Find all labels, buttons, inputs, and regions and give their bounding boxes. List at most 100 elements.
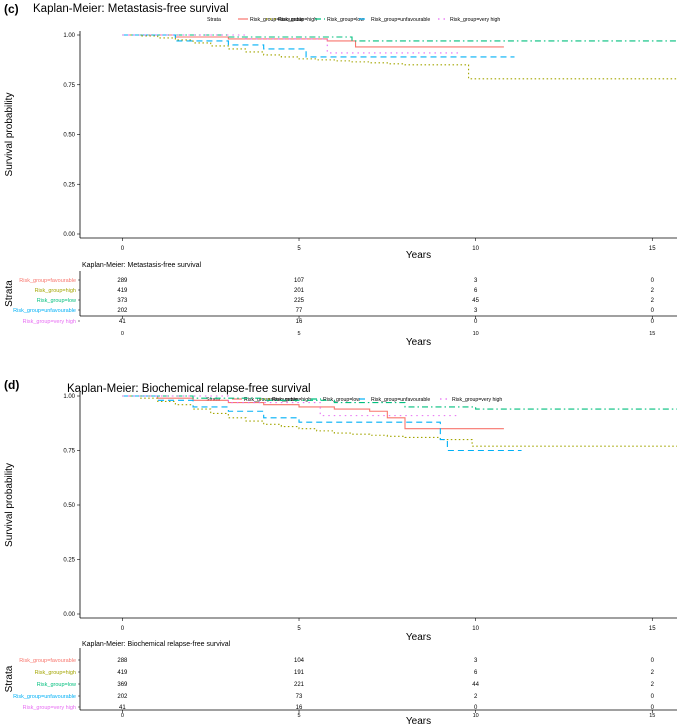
risk-row-label: Risk_group=very high xyxy=(23,705,76,711)
risk-x-tick-label: 5 xyxy=(297,713,300,719)
panel-biochemical-relapse-free: (d) Kaplan-Meier: Biochemical relapse-fre… xyxy=(4,378,677,727)
risk-cell: 2 xyxy=(474,694,478,700)
risk-cell: 0 xyxy=(651,278,655,284)
legend-label-2: Risk_group=high xyxy=(272,397,311,403)
x-tick-label: 15 xyxy=(649,246,656,252)
chart-title: Kaplan-Meier: Biochemical relapse-free s… xyxy=(67,383,311,395)
risk-cell: 373 xyxy=(117,298,128,304)
x-tick-label: 10 xyxy=(472,246,479,252)
curve-unfavourable xyxy=(122,395,522,452)
x-tick-label: 0 xyxy=(121,626,125,632)
risk-cell: 201 xyxy=(294,288,305,294)
risk-cell: 191 xyxy=(294,670,305,676)
legend-label-5: Risk_group=very high xyxy=(452,397,502,403)
risk-row-label: Risk_group=unfavourable xyxy=(13,694,76,700)
risk-cell: 2 xyxy=(651,288,655,294)
risk-row-label: Risk_group=low xyxy=(37,682,76,688)
risk-cell: 2 xyxy=(651,670,655,676)
legend-label-3: Risk_group=low xyxy=(323,397,360,403)
x-tick-label: 15 xyxy=(649,626,656,632)
risk-cell: 104 xyxy=(294,658,305,664)
risk-cell: 202 xyxy=(117,308,128,314)
legend-label-4: Risk_group=unfavourable xyxy=(371,397,430,403)
risk-cell: 41 xyxy=(119,319,126,325)
risk-row-label: Risk_group=very high xyxy=(23,319,76,325)
risk-x-tick-label: 0 xyxy=(121,331,124,337)
risk-cell: 16 xyxy=(296,319,303,325)
x-axis-title: Years xyxy=(406,632,431,643)
x-tick-label: 0 xyxy=(121,246,125,252)
risk-cell: 41 xyxy=(119,705,126,711)
y-tick-label: 0.50 xyxy=(63,133,75,139)
risk-x-tick-label: 10 xyxy=(473,331,479,337)
legend-label-5: Risk_group=very high xyxy=(450,17,500,23)
risk-cell: 77 xyxy=(296,308,303,314)
legend-label-1: Risk_group=favourable xyxy=(250,17,304,23)
risk-row-label: Risk_group=unfavourable xyxy=(13,308,76,314)
legend-label-4: Risk_group=unfavourable xyxy=(371,17,430,23)
risk-x-tick-label: 15 xyxy=(649,331,655,337)
risk-row-label: Risk_group=favourable xyxy=(19,278,76,284)
x-tick-label: 5 xyxy=(297,626,301,632)
risk-cell: 16 xyxy=(296,705,303,711)
risk-cell: 6 xyxy=(474,670,478,676)
risk-cell: 44 xyxy=(472,682,479,688)
risk-row-label: Risk_group=low xyxy=(37,298,76,304)
risk-cell: 2 xyxy=(651,682,655,688)
curve-low xyxy=(122,395,677,410)
risk-x-tick-label: 10 xyxy=(473,713,479,719)
risk-cell: 221 xyxy=(294,682,305,688)
panel-metastasis-free: (c) Kaplan-Meier: Metastasis-free surviva… xyxy=(4,2,677,348)
risk-cell: 419 xyxy=(117,288,128,294)
legend-label-3: Risk_group=low xyxy=(327,17,364,23)
risk-cell: 107 xyxy=(294,278,305,284)
y-tick-label: 0.00 xyxy=(63,232,75,238)
risk-cell: 3 xyxy=(474,308,478,314)
risk-x-tick-label: 15 xyxy=(649,713,655,719)
risk-cell: 2 xyxy=(651,298,655,304)
risk-cell: 202 xyxy=(117,694,128,700)
risk-cell: 0 xyxy=(651,658,655,664)
panel-label: (d) xyxy=(4,378,19,392)
curve-very-high xyxy=(122,395,458,417)
risk-cell: 6 xyxy=(474,288,478,294)
risk-cell: 0 xyxy=(474,705,478,711)
y-tick-label: 0.25 xyxy=(63,558,75,564)
y-tick-label: 0.75 xyxy=(63,449,75,455)
risk-cell: 0 xyxy=(651,319,655,325)
legend-title: Strata xyxy=(207,17,221,23)
legend: Strata Risk_group=favourableRisk_group=hi… xyxy=(207,17,500,23)
risk-x-axis-title: Years xyxy=(406,337,431,348)
risk-cell: 0 xyxy=(474,319,478,325)
y-tick-label: 0.50 xyxy=(63,503,75,509)
risk-row-label: Risk_group=high xyxy=(35,288,76,294)
risk-cell: 3 xyxy=(474,278,478,284)
panel-label: (c) xyxy=(4,2,19,16)
curve-unfavourable xyxy=(122,34,515,58)
chart-title: Kaplan-Meier: Metastasis-free survival xyxy=(33,3,229,15)
y-axis-title: Survival probability xyxy=(4,463,15,547)
risk-x-axis-title: Years xyxy=(406,716,431,727)
risk-cell: 419 xyxy=(117,670,128,676)
risk-table-title: Kaplan-Meier: Biochemical relapse-free s… xyxy=(82,641,231,648)
risk-cell: 225 xyxy=(294,298,305,304)
risk-cell: 73 xyxy=(296,694,303,700)
y-tick-label: 0.00 xyxy=(63,612,75,618)
curve-low xyxy=(122,34,677,42)
risk-x-tick-label: 0 xyxy=(121,713,124,719)
y-tick-label: 0.75 xyxy=(63,83,75,89)
x-tick-label: 10 xyxy=(472,626,479,632)
curve-high xyxy=(122,395,677,447)
risk-row-label: Risk_group=high xyxy=(35,670,76,676)
risk-cell: 0 xyxy=(651,308,655,314)
risk-cell: 288 xyxy=(117,658,128,664)
y-tick-label: 0.25 xyxy=(63,182,75,188)
risk-cell: 0 xyxy=(651,705,655,711)
curve-high xyxy=(122,34,677,80)
y-tick-label: 1.00 xyxy=(63,33,75,39)
legend-label-2: Risk_group=high xyxy=(278,17,317,23)
risk-row-label: Risk_group=favourable xyxy=(19,658,76,664)
y-axis-title: Survival probability xyxy=(4,93,15,177)
risk-table: Kaplan-Meier: Metastasis-free survival Ri… xyxy=(4,262,677,348)
